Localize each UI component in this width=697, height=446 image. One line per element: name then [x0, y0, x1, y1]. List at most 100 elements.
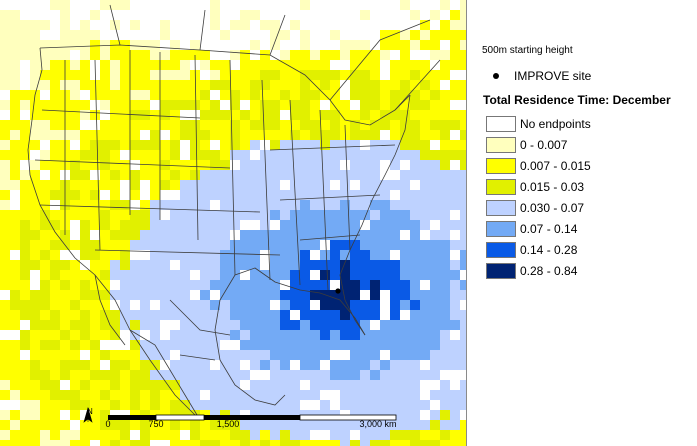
grid-cell: [50, 70, 60, 80]
grid-cell: [40, 310, 50, 320]
grid-cell: [140, 360, 150, 370]
grid-cell: [430, 290, 440, 300]
grid-cell: [10, 30, 20, 40]
grid-cell: [350, 140, 360, 150]
grid-cell: [120, 120, 130, 130]
grid-cell: [340, 370, 350, 380]
grid-cell: [180, 340, 190, 350]
grid-cell: [80, 190, 90, 200]
grid-cell: [160, 170, 170, 180]
grid-cell: [70, 310, 80, 320]
grid-cell: [340, 50, 350, 60]
improve-site-marker: [335, 288, 341, 294]
grid-cell: [390, 160, 400, 170]
grid-cell: [270, 110, 280, 120]
grid-cell: [30, 290, 40, 300]
grid-cell: [80, 130, 90, 140]
grid-cell: [130, 40, 140, 50]
grid-cell: [80, 320, 90, 330]
grid-cell: [260, 190, 270, 200]
grid-cell: [330, 140, 340, 150]
grid-cell: [310, 170, 320, 180]
grid-cell: [410, 130, 420, 140]
scale-bar: 0 750 1,500 3,000 km: [80, 405, 420, 445]
grid-cell: [120, 320, 130, 330]
grid-cell: [20, 250, 30, 260]
grid-cell: [160, 370, 170, 380]
grid-cell: [370, 270, 380, 280]
grid-cell: [220, 380, 230, 390]
grid-cell: [370, 360, 380, 370]
grid-cell: [110, 270, 120, 280]
grid-cell: [280, 250, 290, 260]
grid-cell: [0, 340, 10, 350]
grid-cell: [280, 160, 290, 170]
grid-cell: [410, 320, 420, 330]
grid-cell: [280, 70, 290, 80]
grid-cell: [120, 240, 130, 250]
grid-cell: [120, 350, 130, 360]
grid-cell: [220, 210, 230, 220]
grid-cell: [100, 420, 110, 430]
grid-cell: [40, 60, 50, 70]
grid-cell: [440, 30, 450, 40]
grid-cell: [160, 200, 170, 210]
grid-cell: [250, 330, 260, 340]
grid-cell: [130, 130, 140, 140]
grid-cell: [170, 90, 180, 100]
grid-cell: [360, 260, 370, 270]
grid-cell: [290, 270, 300, 280]
grid-cell: [70, 30, 80, 40]
grid-cell: [210, 390, 220, 400]
grid-cell: [180, 300, 190, 310]
grid-cell: [450, 280, 460, 290]
grid-cell: [60, 390, 70, 400]
grid-cell: [220, 350, 230, 360]
grid-cell: [140, 100, 150, 110]
grid-cell: [300, 340, 310, 350]
grid-cell: [220, 150, 230, 160]
grid-cell: [460, 60, 466, 70]
grid-cell: [200, 100, 210, 110]
grid-cell: [10, 440, 20, 446]
grid-cell: [330, 110, 340, 120]
grid-cell: [420, 320, 430, 330]
grid-cell: [120, 270, 130, 280]
grid-cell: [70, 410, 80, 420]
grid-cell: [440, 270, 450, 280]
grid-cell: [70, 440, 80, 446]
grid-cell: [190, 200, 200, 210]
grid-cell: [430, 50, 440, 60]
residence-time-map: [0, 0, 466, 446]
grid-cell: [400, 370, 410, 380]
grid-cell: [180, 270, 190, 280]
grid-cell: [240, 440, 250, 446]
state-lines-central: [229, 59, 351, 291]
grid-cell: [350, 90, 360, 100]
grid-cell: [100, 150, 110, 160]
grid-cell: [290, 140, 300, 150]
grid-cell: [300, 290, 310, 300]
grid-cell: [280, 170, 290, 180]
grid-cell: [190, 210, 200, 220]
grid-cell: [220, 250, 230, 260]
grid-cell: [240, 190, 250, 200]
grid-cell: [130, 310, 140, 320]
grid-cell: [150, 270, 160, 280]
grid-cell: [20, 300, 30, 310]
grid-cell: [50, 360, 60, 370]
grid-cell: [100, 370, 110, 380]
grid-cell: [70, 210, 80, 220]
grid-cell: [150, 420, 160, 430]
grid-cell: [260, 60, 270, 70]
grid-cell: [10, 410, 20, 420]
grid-cell: [230, 140, 240, 150]
grid-cell: [200, 140, 210, 150]
grid-cell: [180, 350, 190, 360]
grid-cell: [10, 430, 20, 440]
grid-cell: [10, 90, 20, 100]
grid-cell: [150, 140, 160, 150]
grid-cell: [50, 410, 60, 420]
grid-cell: [110, 240, 120, 250]
grid-cell: [460, 30, 466, 40]
